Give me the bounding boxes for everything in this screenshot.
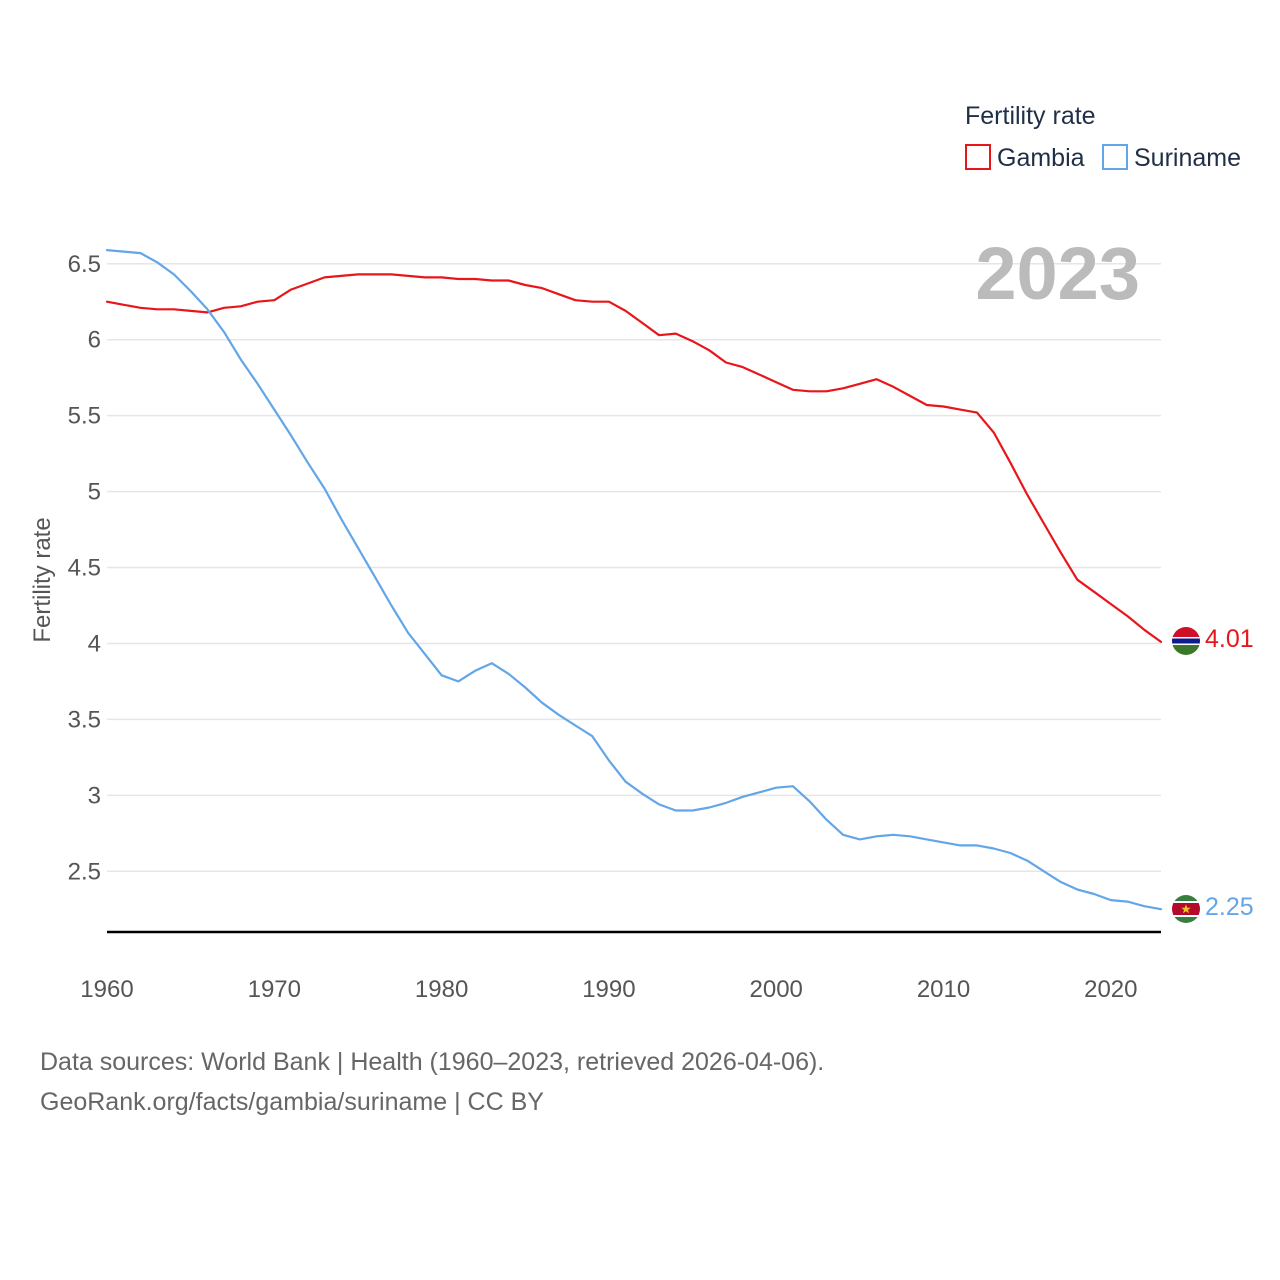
legend-label-suriname: Suriname: [1134, 144, 1241, 172]
x-tick-label: 1970: [248, 976, 301, 1003]
y-tick-label: 5: [88, 479, 101, 506]
y-axis-ticks: 2.5 3 3.5 4 4.5 5 5.5 6 6.5: [68, 251, 101, 885]
y-tick-label: 2.5: [68, 858, 101, 885]
y-tick-label: 3: [88, 782, 101, 809]
legend-label-gambia: Gambia: [997, 144, 1085, 172]
y-tick-label: 3.5: [68, 706, 101, 733]
y-tick-label: 4: [88, 630, 101, 657]
series-line-suriname[interactable]: [105, 249, 1163, 911]
legend-title: Fertility rate: [965, 102, 1096, 130]
x-tick-label: 2020: [1084, 976, 1137, 1003]
gambia-flag-icon: [1172, 627, 1200, 655]
end-value-suriname: 2.25: [1205, 893, 1254, 921]
series-lines: [105, 249, 1163, 911]
fertility-rate-chart: 2.5 3 3.5 4 4.5 5 5.5 6 6.5 1960 1970 1980 1990 2000…: [29, 102, 1254, 1003]
year-display: 2023: [975, 232, 1140, 315]
legend-item-suriname[interactable]: Suriname: [1102, 144, 1241, 172]
x-tick-label: 1990: [582, 976, 635, 1003]
x-tick-label: 1960: [80, 976, 133, 1003]
x-tick-label: 1980: [415, 976, 468, 1003]
y-tick-label: 4.5: [68, 555, 101, 582]
end-value-gambia: 4.01: [1205, 625, 1254, 653]
x-tick-label: 2000: [750, 976, 803, 1003]
legend: Fertility rate Gambia Suriname: [965, 102, 1241, 172]
legend-swatch-gambia: [965, 144, 991, 170]
series-line-gambia[interactable]: [105, 273, 1163, 644]
y-tick-label: 6: [88, 327, 101, 354]
gridlines: [107, 263, 1161, 873]
legend-swatch-suriname: [1102, 144, 1128, 170]
y-tick-label: 6.5: [68, 251, 101, 278]
y-tick-label: 5.5: [68, 403, 101, 430]
suriname-flag-icon: [1172, 895, 1200, 923]
source-note: Data sources: World Bank | Health (1960–…: [40, 1042, 824, 1122]
source-line-data: Data sources: World Bank | Health (1960–…: [40, 1048, 825, 1076]
source-line-attribution[interactable]: GeoRank.org/facts/gambia/suriname | CC B…: [40, 1088, 544, 1116]
legend-item-gambia[interactable]: Gambia: [965, 144, 1085, 172]
y-axis-title: Fertility rate: [29, 517, 56, 642]
x-axis-ticks: 1960 1970 1980 1990 2000 2010 2020: [80, 976, 1137, 1003]
x-tick-label: 2010: [917, 976, 970, 1003]
